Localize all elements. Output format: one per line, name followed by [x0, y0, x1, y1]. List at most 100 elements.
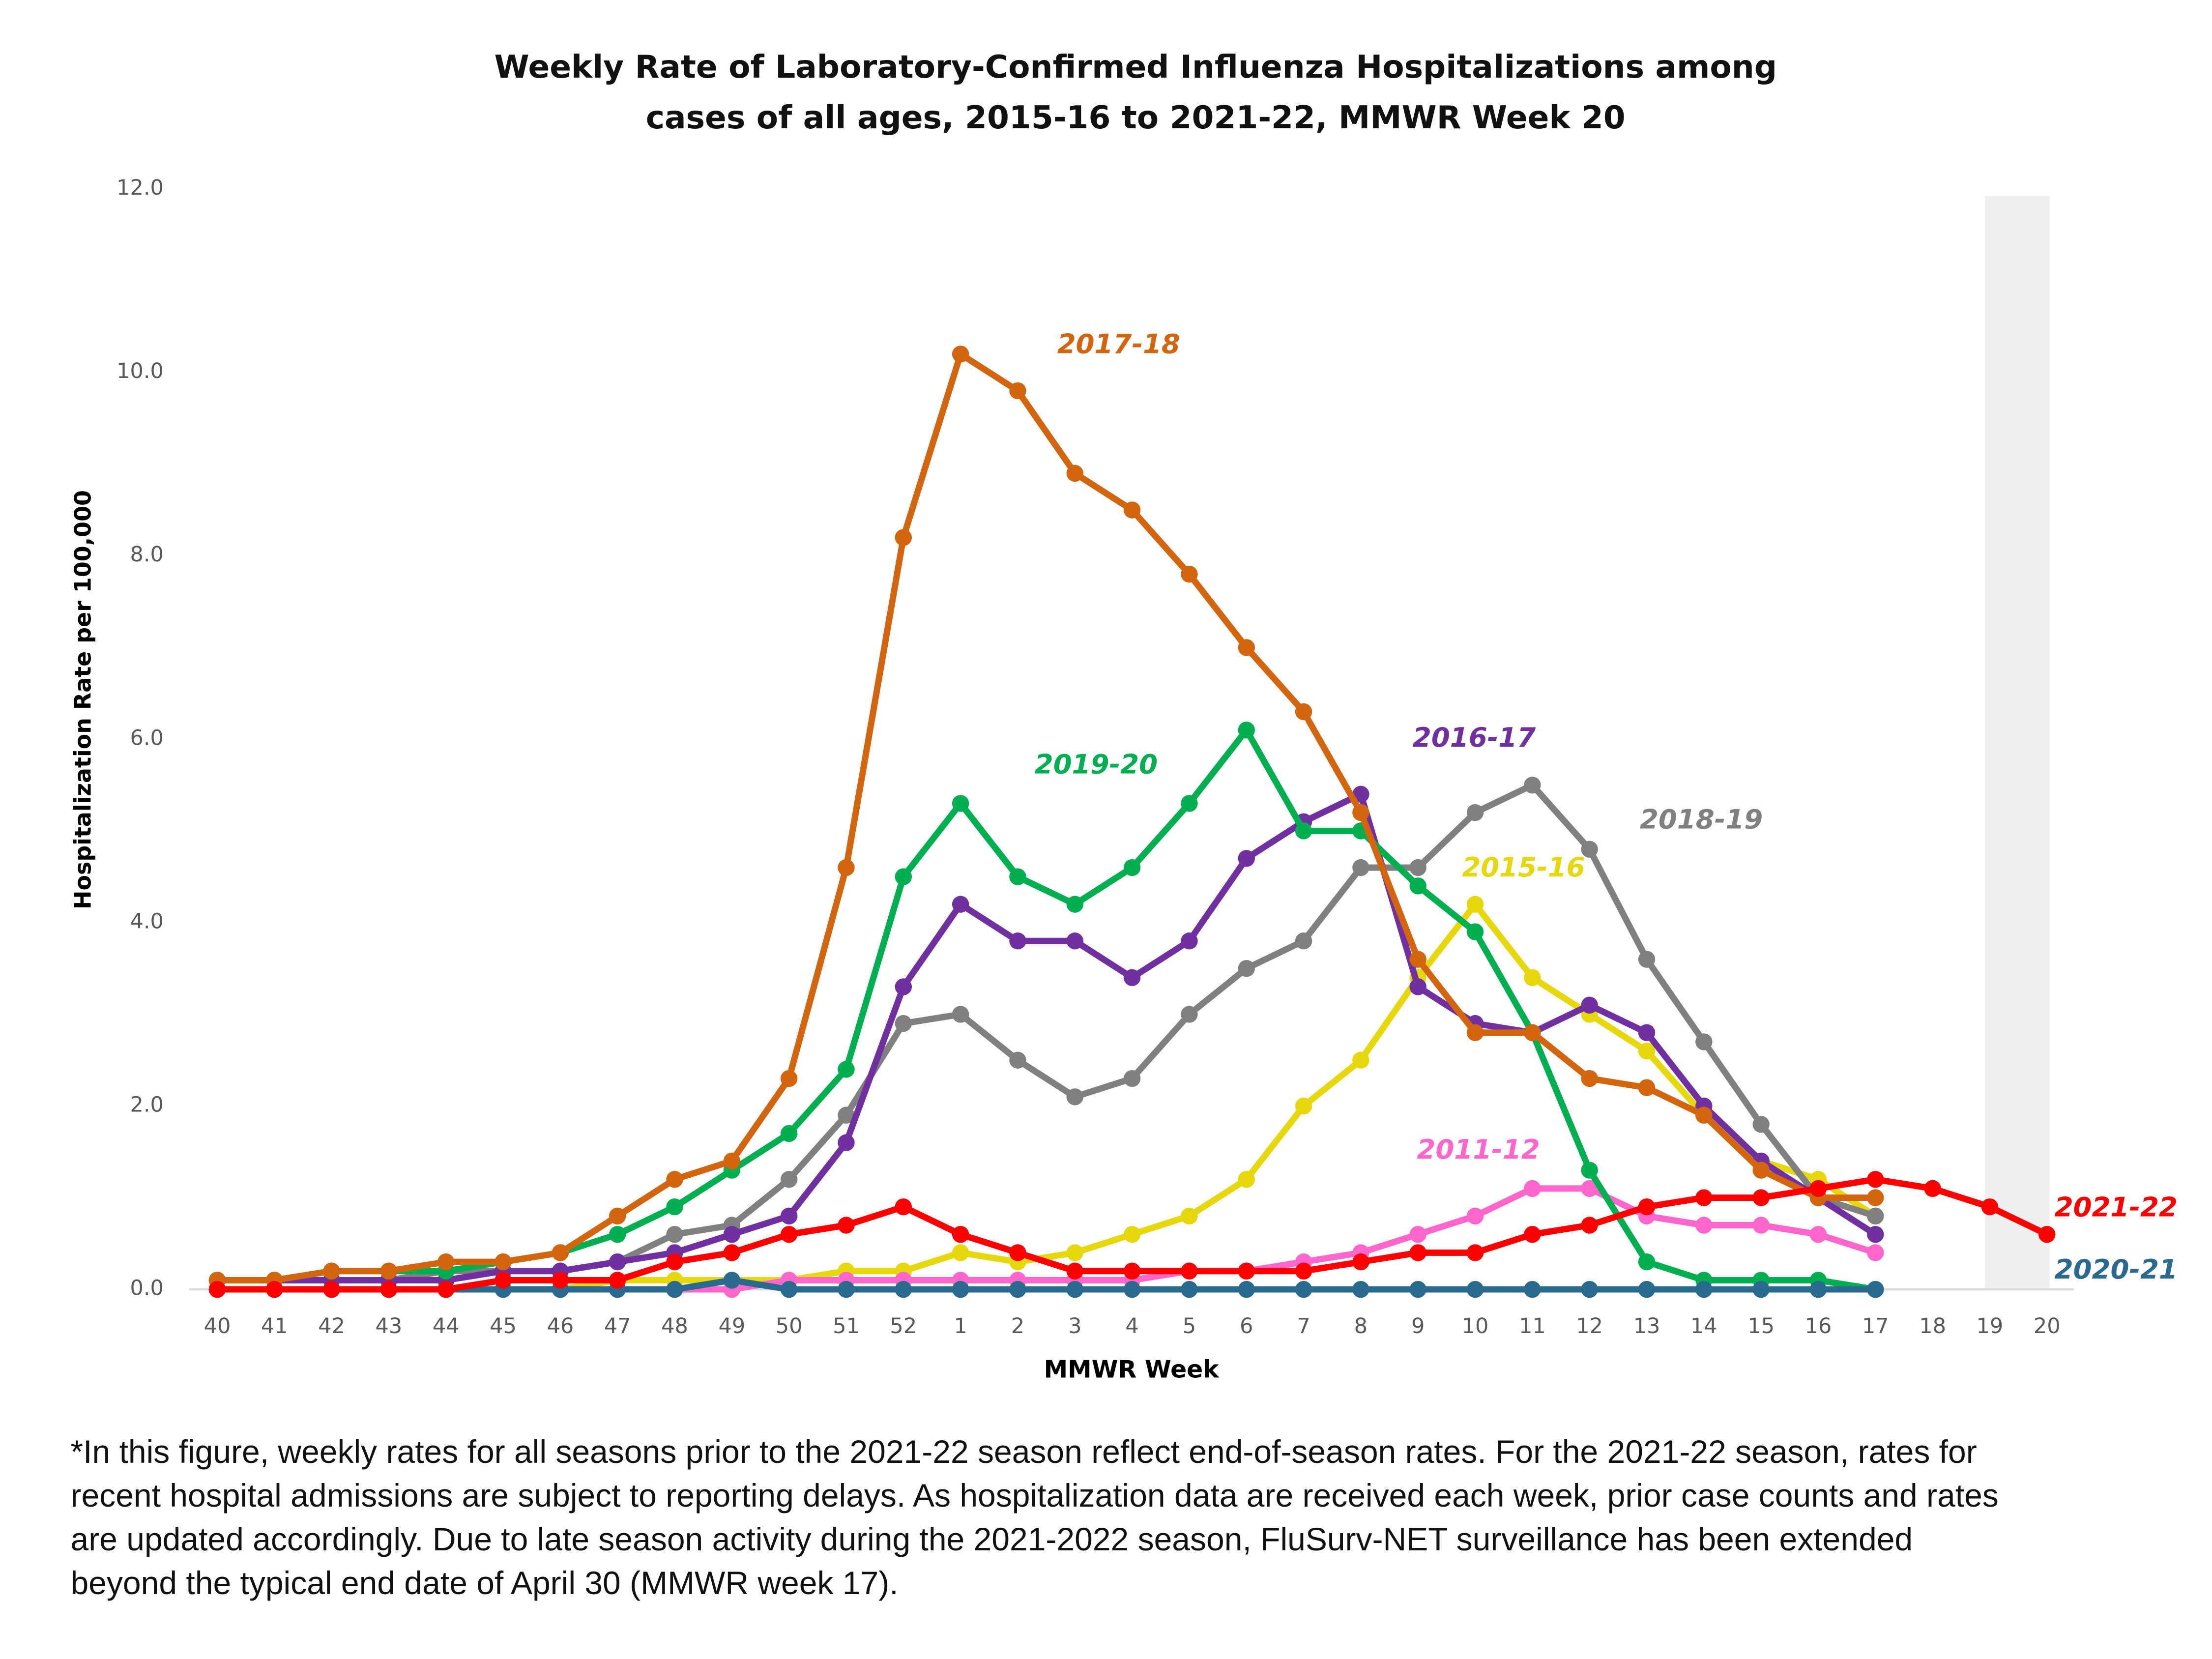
data-point [1238, 639, 1255, 656]
data-point [1924, 1180, 1941, 1197]
data-point [437, 1253, 455, 1271]
data-point [1466, 1024, 1484, 1041]
data-point [895, 978, 912, 995]
x-tick-label: 12 [1576, 1314, 1603, 1339]
data-point [495, 1272, 512, 1289]
series [208, 1171, 2056, 1298]
data-point [1809, 1281, 1827, 1298]
x-tick-label: 2 [1011, 1314, 1024, 1339]
data-point [1409, 1281, 1426, 1298]
data-point [1695, 1217, 1713, 1234]
data-point [1123, 969, 1141, 987]
data-point [380, 1262, 398, 1280]
series-label: 2015-16 [1462, 851, 1585, 883]
data-point [1123, 1262, 1141, 1280]
data-point [609, 1272, 626, 1289]
series-label: 2020-21 [2055, 1253, 2178, 1285]
y-tick-label: 8.0 [130, 542, 163, 567]
data-point [1638, 1281, 1656, 1298]
chart-title: Weekly Rate of Laboratory-Confirmed Infl… [494, 49, 1777, 137]
data-point [1066, 1262, 1083, 1280]
data-point [1581, 1281, 1598, 1298]
data-point [895, 868, 912, 885]
data-point [1066, 896, 1083, 913]
data-point [1352, 1051, 1369, 1069]
series-label: 2021-22 [2055, 1192, 2178, 1223]
data-point [1752, 1162, 1770, 1179]
data-point [1352, 804, 1369, 821]
data-point [1409, 978, 1426, 995]
data-point [838, 1281, 855, 1298]
data-point [1466, 1281, 1484, 1298]
data-point [666, 1225, 683, 1243]
y-tick-label: 0.0 [130, 1276, 163, 1301]
data-point [1352, 1253, 1369, 1271]
data-point [1066, 932, 1083, 950]
x-tick-label: 43 [376, 1314, 403, 1339]
data-point [1238, 1171, 1255, 1188]
data-point [780, 1125, 798, 1142]
chart: MMWR Week Hospitalization Rate per 100,0… [70, 175, 2178, 1383]
data-point [1295, 1281, 1312, 1298]
data-point [1066, 465, 1083, 482]
data-point [1238, 721, 1255, 739]
data-point [1009, 1281, 1026, 1298]
data-point [1524, 969, 1541, 987]
data-point [323, 1262, 340, 1280]
x-tick-label: 13 [1633, 1314, 1660, 1339]
x-tick-label: 48 [661, 1314, 688, 1339]
x-tick-label: 6 [1240, 1314, 1253, 1339]
x-tick-label: 51 [833, 1314, 860, 1339]
shaded-band [1984, 196, 2050, 1290]
data-point [666, 1171, 683, 1188]
data-point [1409, 1225, 1426, 1243]
data-point [1752, 1116, 1770, 1133]
data-point [1009, 868, 1026, 885]
x-tick-label: 1 [954, 1314, 967, 1339]
data-point [1581, 996, 1598, 1014]
series-label: 2018-19 [1640, 803, 1763, 835]
y-tick-label: 12.0 [116, 175, 164, 200]
data-point [609, 1207, 626, 1225]
data-point [1466, 1207, 1484, 1225]
data-point [1352, 859, 1369, 876]
data-point [266, 1281, 283, 1298]
data-point [1181, 1207, 1198, 1225]
data-point [1695, 1033, 1713, 1050]
data-point [1466, 804, 1484, 821]
data-point [1295, 1262, 1312, 1280]
data-point [1123, 859, 1141, 876]
series-label: 2016-17 [1413, 722, 1536, 753]
x-tick-label: 15 [1747, 1314, 1775, 1339]
x-tick-label: 9 [1411, 1314, 1425, 1339]
data-point [2038, 1225, 2056, 1243]
data-point [780, 1070, 798, 1087]
data-point [1752, 1281, 1770, 1298]
data-point [1123, 1225, 1141, 1243]
data-point [1524, 1225, 1541, 1243]
data-point [1123, 501, 1141, 519]
data-point [952, 1225, 969, 1243]
data-point [895, 1015, 912, 1032]
data-point [1352, 786, 1369, 803]
data-point [1867, 1225, 1884, 1243]
data-point [1581, 1162, 1598, 1179]
data-point [838, 859, 855, 876]
data-point [666, 1253, 683, 1271]
data-point [1581, 1217, 1598, 1234]
series-line [217, 791, 1877, 1283]
data-point [1524, 1024, 1541, 1041]
data-point [1809, 1180, 1827, 1197]
data-point [1466, 923, 1484, 940]
data-point [1867, 1281, 1884, 1298]
y-tick-label: 2.0 [130, 1093, 163, 1117]
data-point [1581, 1180, 1598, 1197]
x-tick-label: 7 [1297, 1314, 1310, 1339]
data-point [1009, 382, 1026, 400]
series-label: 2017-18 [1057, 328, 1180, 359]
y-tick-label: 6.0 [130, 726, 163, 750]
x-tick-label: 52 [890, 1314, 917, 1339]
data-point [723, 1225, 741, 1243]
data-point [1295, 1097, 1312, 1115]
